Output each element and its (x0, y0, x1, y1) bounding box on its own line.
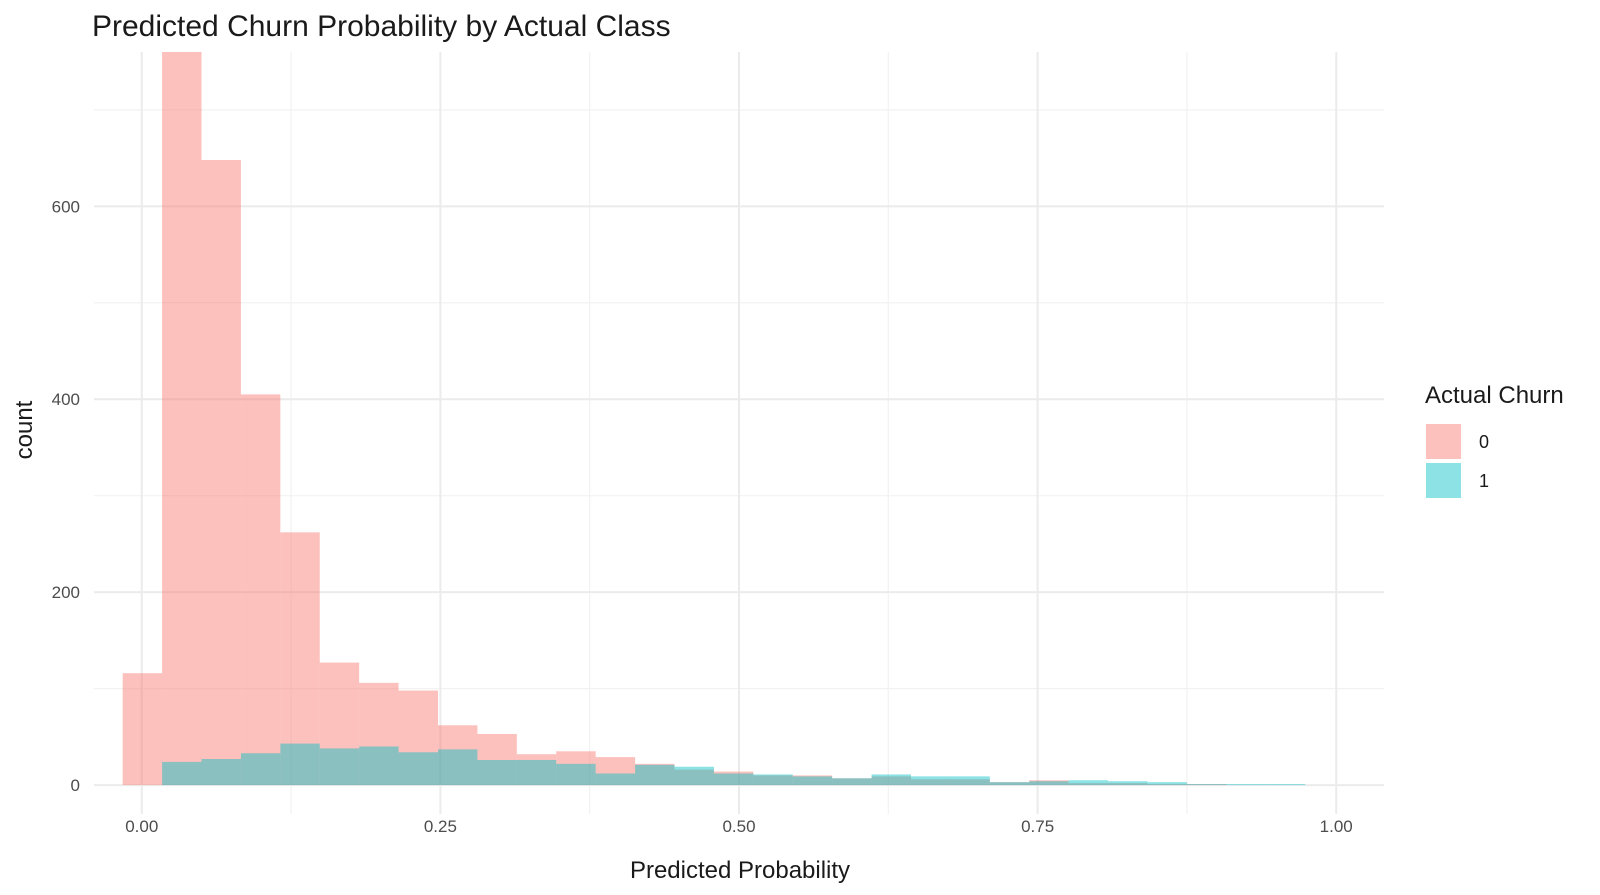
histogram-bar-class-1 (1147, 782, 1187, 786)
histogram-bar-class-1 (832, 778, 872, 786)
histogram-bar-class-1 (556, 763, 596, 786)
histogram-bar-class-0 (832, 778, 872, 786)
histogram-bar-class-0 (201, 160, 241, 786)
legend-swatch-class-1 (1426, 463, 1461, 498)
x-axis-ticks: 0.00 0.25 0.50 0.75 1.00 (125, 817, 1353, 836)
histogram-bar-class-0 (319, 662, 360, 786)
histogram-bar-class-1 (516, 759, 557, 786)
histogram-bar-class-0 (162, 52, 202, 786)
histogram-bar-class-0 (477, 733, 517, 786)
histogram-bar-class-1 (319, 748, 360, 786)
y-axis-ticks: 0 200 400 600 (52, 197, 80, 795)
x-tick-label: 0.25 (424, 817, 457, 836)
histogram-bar-class-1 (201, 759, 241, 786)
legend: Actual Churn 0 1 (1425, 382, 1564, 498)
histogram-bar-class-1 (359, 746, 399, 786)
y-tick-label: 600 (52, 197, 80, 216)
histogram-bar-class-0 (516, 754, 557, 786)
histogram-bar-class-1 (674, 766, 714, 786)
legend-swatch-class-0 (1426, 424, 1461, 459)
histogram-bar-class-0 (122, 673, 163, 786)
bars (122, 52, 1306, 786)
histogram-bar-class-1 (280, 743, 320, 786)
x-tick-label: 0.75 (1021, 817, 1054, 836)
histogram-bar-class-1 (1226, 784, 1266, 786)
histogram-bar-class-1 (438, 749, 478, 786)
histogram-bar-class-0 (438, 725, 478, 786)
histogram-bar-class-0 (674, 769, 714, 786)
histogram-bar-class-1 (950, 776, 990, 786)
histogram-bar-class-1 (871, 774, 911, 786)
y-tick-label: 400 (52, 390, 80, 409)
legend-title: Actual Churn (1425, 382, 1564, 409)
histogram-bar-class-0 (753, 775, 793, 786)
histogram-bar-class-1 (1029, 781, 1069, 786)
histogram-bar-class-1 (162, 761, 202, 786)
histogram-bar-class-0 (398, 690, 438, 786)
histogram-bar-class-1 (398, 752, 438, 786)
x-axis-title: Predicted Probability (630, 857, 850, 884)
y-tick-label: 0 (71, 776, 80, 795)
histogram-bar-class-1 (240, 753, 281, 786)
grid (94, 52, 1384, 814)
chart-title: Predicted Churn Probability by Actual Cl… (92, 10, 671, 43)
histogram-bar-class-0 (240, 394, 281, 786)
histogram-bar-class-1 (477, 759, 517, 786)
histogram-bar-class-1 (1108, 781, 1148, 786)
x-tick-label: 0.00 (125, 817, 158, 836)
x-tick-label: 0.50 (722, 817, 755, 836)
y-tick-label: 200 (52, 583, 80, 602)
histogram-bar-class-1 (1186, 784, 1227, 786)
histogram-bar-class-0 (871, 776, 911, 786)
histogram-bar-class-1 (635, 764, 675, 786)
histogram-bar-class-1 (1265, 784, 1306, 786)
histogram-bar-class-0 (556, 751, 596, 786)
histogram-bar-class-0 (1068, 783, 1109, 786)
histogram-bar-class-0 (1108, 783, 1148, 786)
legend-label-class-1: 1 (1479, 471, 1489, 491)
histogram-bar-class-0 (950, 779, 990, 786)
histogram-bar-class-0 (280, 532, 320, 786)
histogram-bar-class-0 (911, 779, 951, 786)
histogram-bar-class-0 (635, 763, 675, 786)
histogram-bar-class-1 (753, 774, 793, 786)
histogram-bar-class-1 (792, 776, 833, 786)
x-tick-label: 1.00 (1320, 817, 1353, 836)
histogram-bar-class-1 (595, 773, 636, 786)
histogram-bar-class-0 (359, 682, 399, 786)
legend-label-class-0: 0 (1479, 432, 1489, 452)
histogram-bar-class-0 (1029, 780, 1069, 786)
histogram-bar-class-1 (713, 773, 754, 786)
histogram-bar-class-0 (1147, 784, 1187, 786)
y-axis-title: count (11, 400, 38, 459)
histogram-bar-class-0 (595, 757, 636, 786)
histogram-bar-class-0 (792, 775, 833, 786)
histogram-bar-class-0 (989, 782, 1030, 786)
histogram-bar-class-0 (713, 771, 754, 786)
histogram-bar-class-1 (989, 782, 1030, 786)
histogram-bar-class-1 (911, 776, 951, 786)
histogram-bar-class-0 (1186, 784, 1227, 786)
histogram-bar-class-1 (1068, 780, 1109, 786)
